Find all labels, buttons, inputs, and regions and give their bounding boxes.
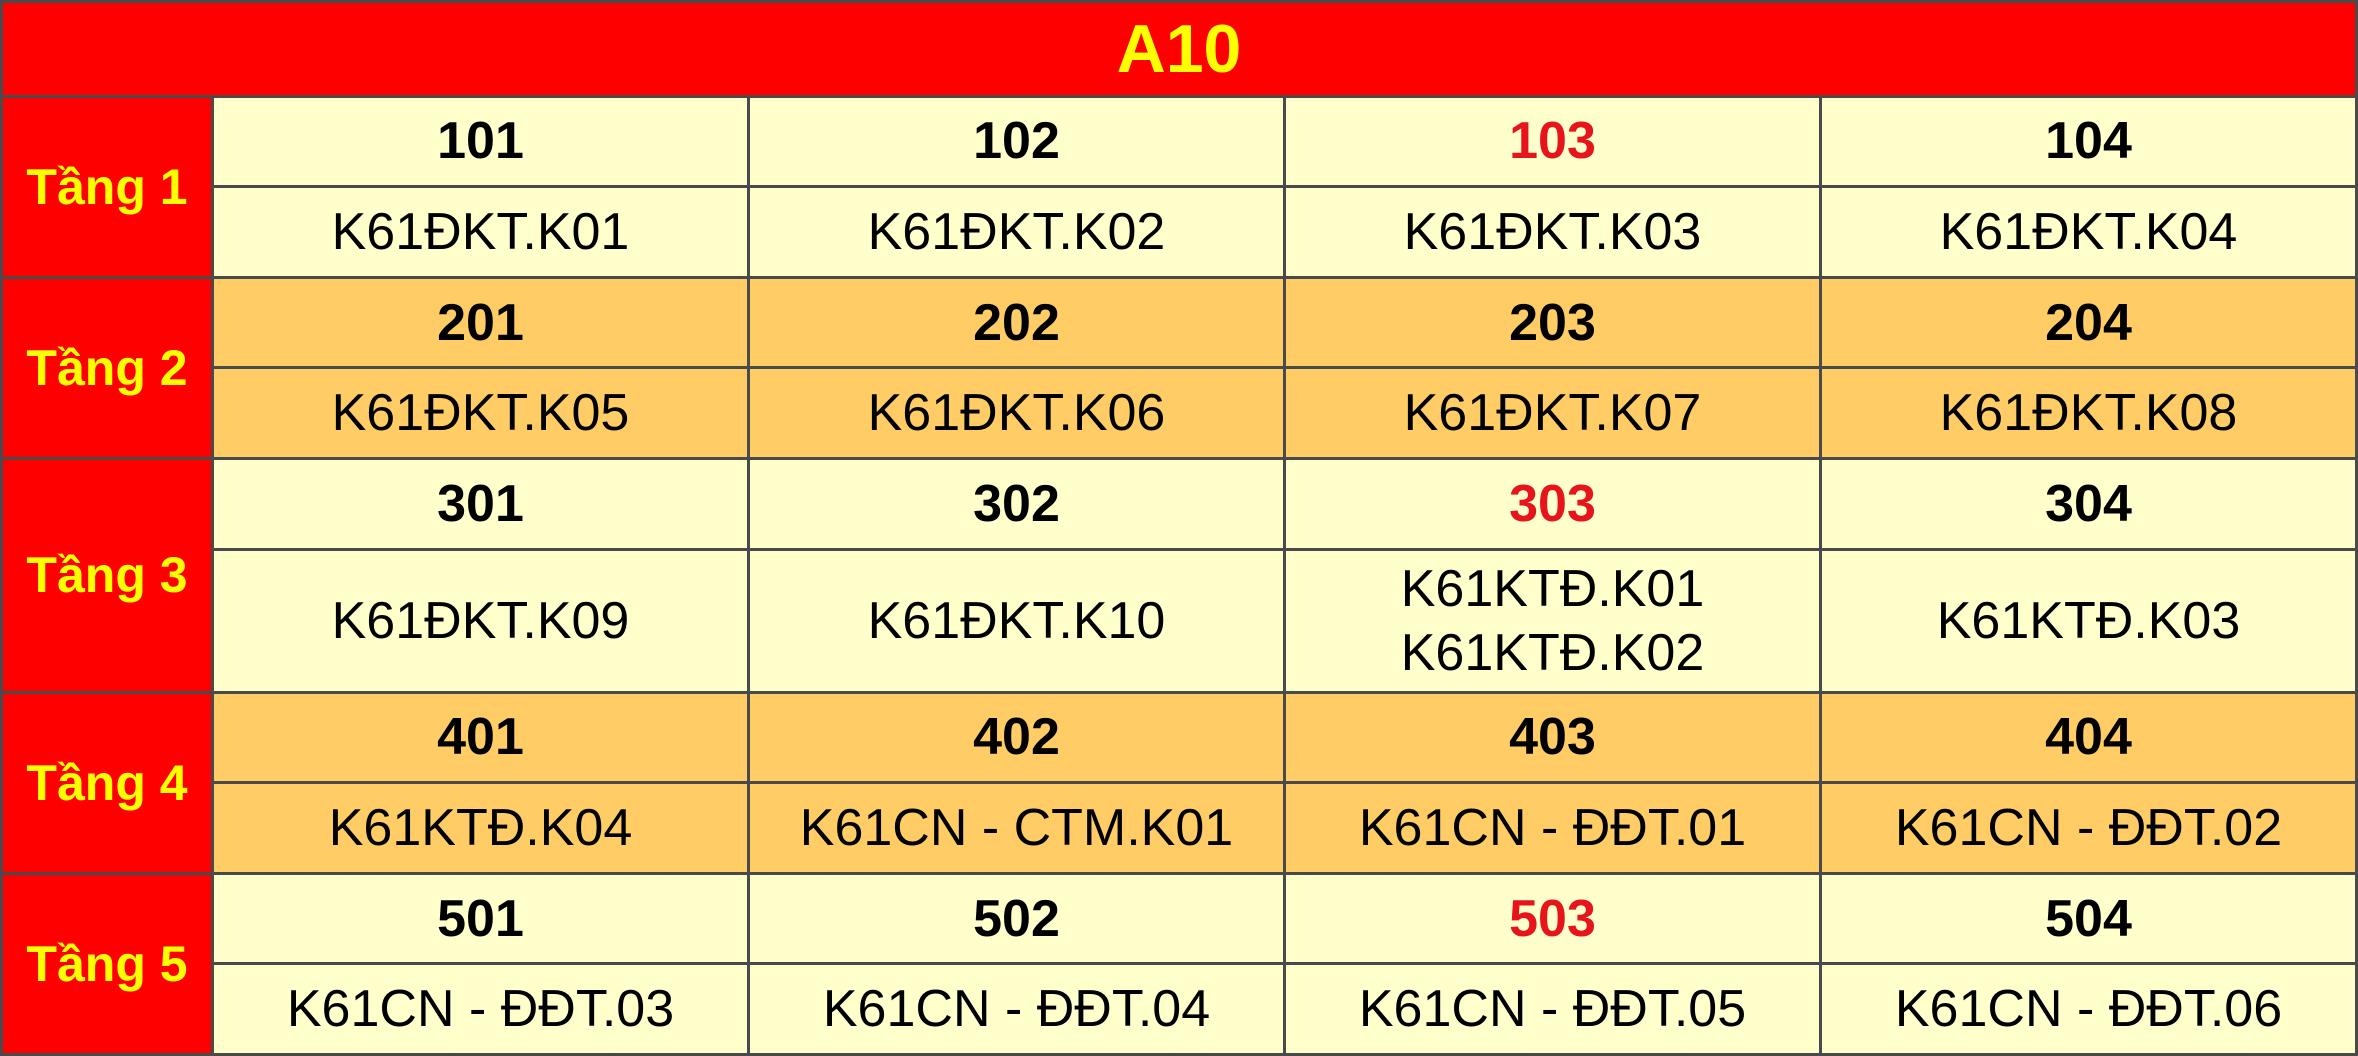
room-number: 501 [211,871,750,966]
floor-class-row: K61ĐKT.K09 K61ĐKT.K10 K61KTĐ.K01 K61KTĐ.K02… [2,547,2358,694]
class-name: K61CN - ĐĐT.05 [1358,980,1747,1039]
room-classes: K61ĐKT.K07 [1283,366,1822,460]
room-number: 201 [211,275,750,370]
room-classes: K61ĐKT.K02 [747,185,1286,279]
floor-room-row: Tầng 4 401 402 403 404 [0,690,2358,875]
class-name: K61ĐKT.K04 [1939,203,2238,262]
room-classes: K61ĐKT.K09 [211,547,750,694]
floor-class-row: K61CN - ĐĐT.03 K61CN - ĐĐT.04 K61CN - ĐĐT.… [2,962,2358,1056]
room-classes: K61ĐKT.K08 [1819,366,2358,460]
room-number: 301 [211,457,750,551]
class-name: K61ĐKT.K10 [867,591,1166,650]
class-name: K61ĐKT.K01 [331,203,630,262]
class-name: K61ĐKT.K05 [331,384,630,443]
room-number: 103 [1283,94,1822,189]
room-classes: K61CN - ĐĐT.04 [747,962,1286,1056]
room-classes: K61ĐKT.K01 [211,185,750,279]
room-classes: K61ĐKT.K05 [211,366,750,460]
class-name: K61CN - ĐĐT.04 [822,980,1211,1039]
floor-room-row: Tầng 3 301 302 303 304 [0,457,2358,694]
room-number: 204 [1819,275,2358,370]
class-name: K61KTĐ.K01 [1400,559,1705,618]
class-name: K61CN - ĐĐT.06 [1894,980,2283,1039]
room-number: 302 [747,457,1286,551]
room-number: 403 [1283,690,1822,785]
class-name: K61ĐKT.K03 [1403,203,1702,262]
room-classes: K61ĐKT.K03 [1283,185,1822,279]
class-name: K61ĐKT.K08 [1939,384,2238,443]
class-name: K61CN - ĐĐT.02 [1894,799,2283,857]
floor-room-row: Tầng 5 501 502 503 504 [0,871,2358,1056]
room-number: 504 [1819,871,2358,966]
room-classes: K61CN - ĐĐT.02 [1819,781,2358,875]
room-number: 102 [747,94,1286,189]
building-title: A10 [0,0,2358,98]
room-classes: K61KTĐ.K04 [211,781,750,875]
floor-class-row: K61KTĐ.K04 K61CN - CTM.K01 K61CN - ĐĐT.01 K… [2,781,2358,875]
class-name: K61CN - CTM.K01 [799,799,1234,857]
floor-class-row: K61ĐKT.K01 K61ĐKT.K02 K61ĐKT.K03 K61ĐKT.K04 [2,185,2358,279]
floor-label: Tầng 1 [0,94,214,279]
room-classes: K61ĐKT.K10 [747,547,1286,694]
class-name: K61CN - ĐĐT.01 [1358,799,1747,857]
room-classes: K61CN - ĐĐT.05 [1283,962,1822,1056]
class-name: K61ĐKT.K09 [331,591,630,650]
floor-room-row: Tầng 1 101 102 103 104 [0,94,2358,279]
floor-label: Tầng 4 [0,690,214,875]
room-number: 502 [747,871,1286,966]
room-classes: K61KTĐ.K03 [1819,547,2358,694]
room-number: 304 [1819,457,2358,551]
floor-class-row: K61ĐKT.K05 K61ĐKT.K06 K61ĐKT.K07 K61ĐKT.K08 [2,366,2358,460]
floor-label: Tầng 5 [0,871,214,1056]
class-name: K61ĐKT.K06 [867,384,1166,443]
class-name: K61ĐKT.K07 [1403,384,1702,443]
room-number: 101 [211,94,750,189]
floor-label: Tầng 3 [0,457,214,694]
class-name: K61CN - ĐĐT.03 [286,980,675,1039]
class-name: K61KTĐ.K03 [1936,591,2241,650]
room-number: 104 [1819,94,2358,189]
floor-label: Tầng 2 [0,275,214,461]
class-name: K61KTĐ.K02 [1400,623,1705,682]
room-classes: K61ĐKT.K04 [1819,185,2358,279]
room-number: 303 [1283,457,1822,551]
class-name: K61KTĐ.K04 [328,799,633,857]
room-classes: K61KTĐ.K01 K61KTĐ.K02 [1283,547,1822,694]
room-number: 401 [211,690,750,785]
room-number: 503 [1283,871,1822,966]
room-classes: K61CN - ĐĐT.03 [211,962,750,1056]
room-number: 203 [1283,275,1822,370]
room-classes: K61ĐKT.K06 [747,366,1286,460]
class-name: K61ĐKT.K02 [867,203,1166,262]
floor-room-row: Tầng 2 201 202 203 204 [0,275,2358,461]
room-classes: K61CN - ĐĐT.01 [1283,781,1822,875]
room-number: 402 [747,690,1286,785]
room-classes: K61CN - CTM.K01 [747,781,1286,875]
room-number: 202 [747,275,1286,370]
room-number: 404 [1819,690,2358,785]
room-classes: K61CN - ĐĐT.06 [1819,962,2358,1056]
